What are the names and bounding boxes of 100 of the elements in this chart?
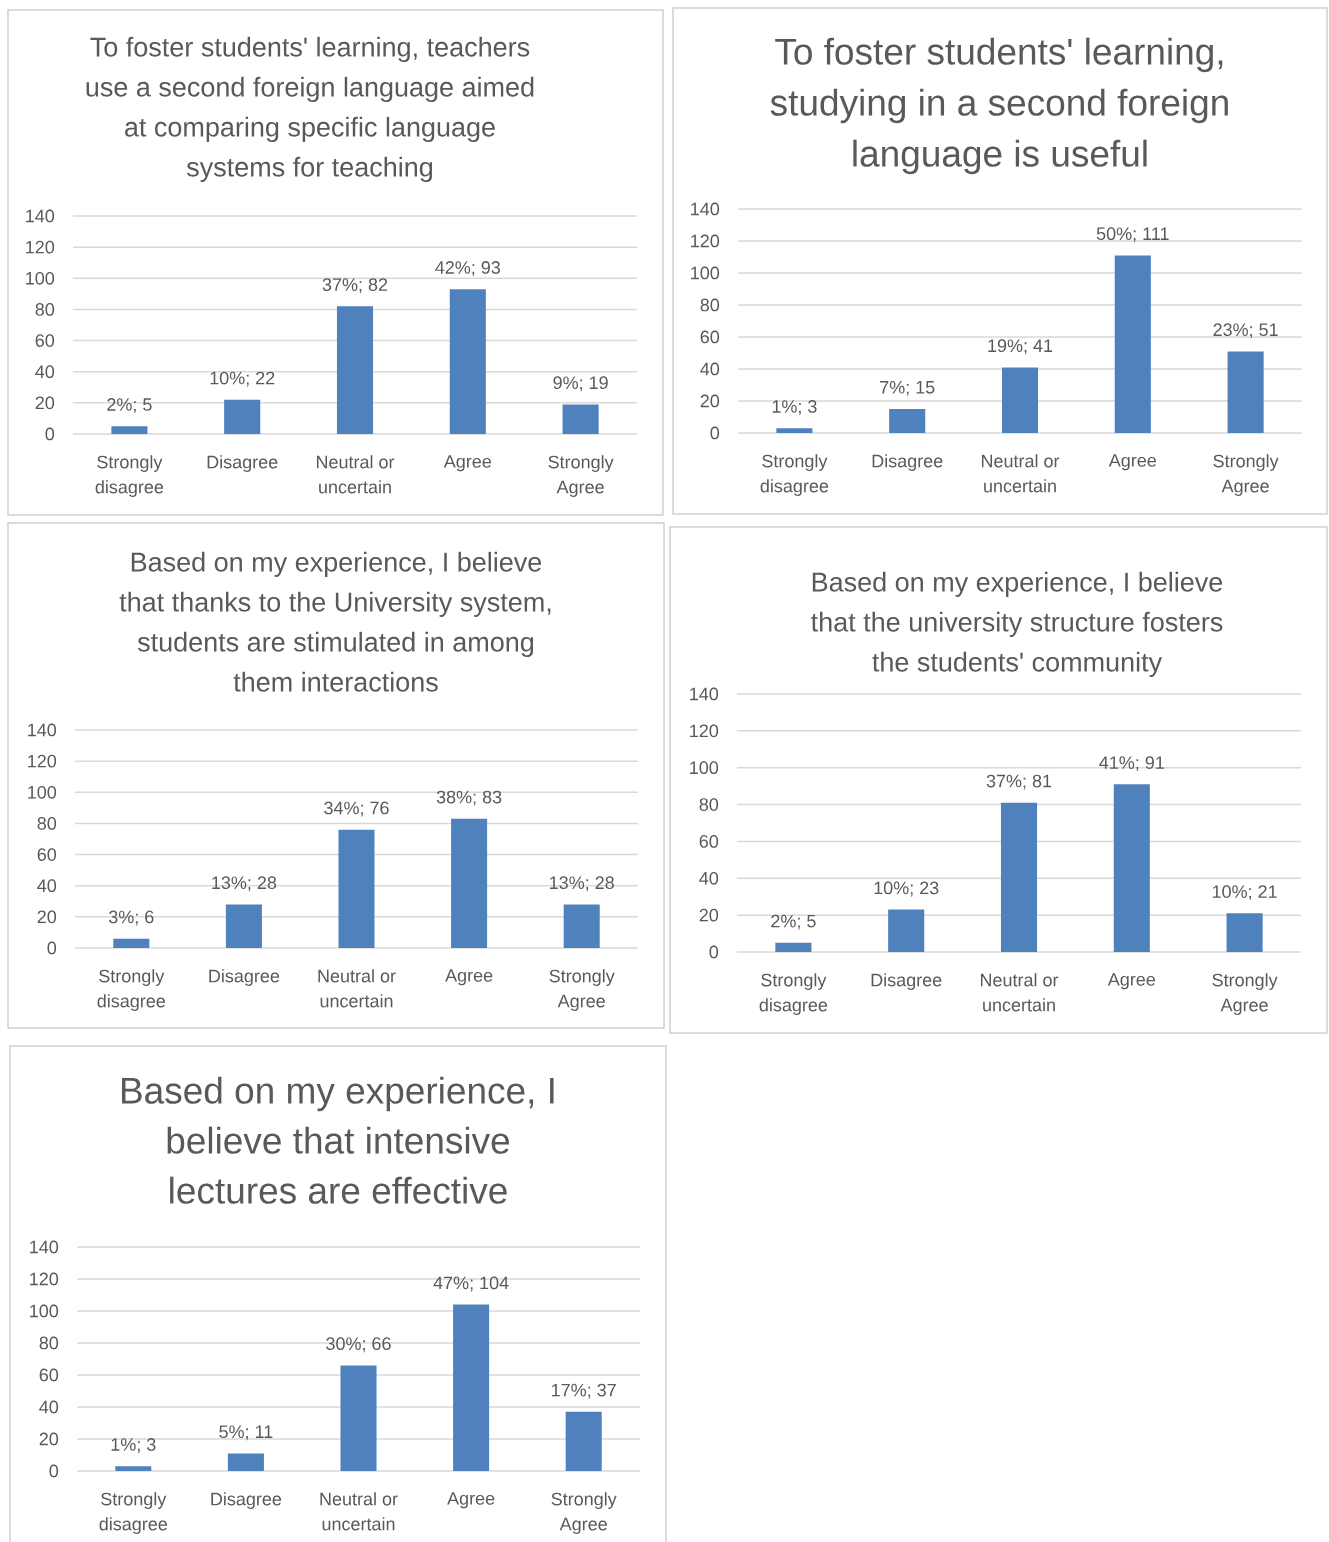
data-label: 2%; 5 [771,914,816,930]
y-tick-label: 60 [699,835,719,848]
y-tick-label: 20 [699,908,719,922]
y-tick-label: 120 [30,1272,59,1286]
x-tick-label: Strongly Agree [548,455,614,497]
data-label: 37%; 82 [322,278,388,294]
bar [338,829,375,948]
data-label: 13%; 28 [550,876,614,892]
data-label: 3%; 6 [108,910,154,926]
bar [1113,784,1150,952]
data-label: 2%; 5 [107,398,152,414]
y-tick-label: 120 [26,240,55,254]
bar [888,909,925,952]
bar [1114,255,1151,433]
bar [340,1365,377,1471]
data-label: 1%; 3 [772,400,817,415]
x-tick-label: Neutral or uncertain [318,969,396,1008]
y-tick-label: 40 [699,871,719,885]
data-label: 13%; 28 [212,876,277,892]
y-tick-label: 140 [26,209,55,223]
y-tick-label: 0 [49,1464,59,1478]
y-tick-label: 20 [700,394,720,408]
bar [451,818,488,948]
bar [453,1304,490,1471]
data-label: 1%; 3 [111,1438,156,1453]
chart-title: To foster students' learning, teachers use a second foreign language aimed at comparing specific language systems for teaching [86,36,534,183]
x-tick-label: Strongly disagree [95,455,164,497]
data-label: 30%; 66 [326,1337,391,1353]
data-label: 17%; 37 [552,1383,616,1399]
y-tick-label: 140 [691,202,720,216]
y-tick-label: 40 [35,365,55,379]
y-tick-label: 100 [28,785,57,799]
bar [776,428,813,433]
y-tick-label: 80 [39,1336,59,1350]
data-label: 10%; 23 [874,881,939,897]
x-tick-label: Strongly Agree [551,1492,617,1534]
x-tick-label: Neutral or uncertain [320,1492,398,1531]
y-tick-label: 80 [700,298,720,312]
x-tick-label: Strongly disagree [760,454,829,496]
bar [336,306,374,434]
y-tick-label: 140 [28,723,57,737]
chart-title: Based on my experience, I believe that the university structure fosters the students' community [811,571,1223,678]
y-tick-label: 60 [37,848,57,861]
data-label: 23%; 51 [1213,323,1278,339]
x-tick-label: Agree [445,969,493,986]
bar [1000,802,1038,952]
y-tick-label: 100 [26,271,55,285]
data-label: 10%; 21 [1212,885,1277,901]
x-tick-label: Agree [443,455,491,472]
x-tick-label: Strongly disagree [97,969,165,1011]
chart-title: Based on my experience, I believe that thanks to the University system, students are stimulated in among them interactions [119,551,551,692]
data-label: 10%; 22 [210,371,275,387]
data-label: 5%; 11 [219,1425,273,1441]
x-tick-label: Neutral or uncertain [981,454,1060,493]
y-tick-label: 140 [30,1240,59,1254]
data-label: 42%; 93 [435,261,501,276]
y-tick-label: 0 [45,427,55,441]
x-tick-label: Agree [1107,973,1156,990]
y-tick-label: 120 [690,724,719,738]
y-tick-label: 140 [690,687,719,701]
x-tick-label: Strongly disagree [759,973,828,1015]
y-tick-label: 120 [691,234,720,248]
bar [1226,913,1263,952]
bar [449,289,486,434]
data-label: 19%; 41 [988,339,1053,355]
bar [224,399,261,434]
y-tick-label: 80 [37,817,57,830]
data-label: 37%; 81 [986,774,1052,790]
bar [1001,367,1039,433]
bar [115,1466,152,1471]
x-tick-label: Disagree [209,969,280,986]
chart-title: Based on my experience, I believe that intensive lectures are effective [122,1076,554,1204]
x-tick-label: Strongly Agree [1213,454,1279,496]
data-label: 38%; 83 [436,790,502,806]
bar [563,904,600,948]
x-tick-label: Strongly Agree [549,969,615,1011]
bar [775,942,812,952]
x-tick-label: Agree [1108,454,1157,471]
y-tick-label: 80 [35,303,55,316]
y-tick-label: 60 [35,334,55,347]
x-tick-label: Disagree [211,1492,282,1509]
bar [565,1411,602,1471]
bar [1227,351,1264,433]
y-tick-label: 0 [47,941,57,955]
bar [225,904,262,948]
data-label: 41%; 91 [1099,756,1164,772]
data-label: 50%; 111 [1096,227,1169,243]
y-tick-label: 0 [710,426,720,440]
y-tick-label: 20 [35,396,55,410]
bar [113,938,150,948]
x-tick-label: Strongly disagree [99,1492,167,1534]
x-tick-label: Disagree [207,455,278,472]
y-tick-label: 40 [700,362,720,376]
data-label: 47%; 104 [433,1276,509,1292]
y-tick-label: 80 [699,798,719,811]
chart-title: To foster students' learning, studying in a second foreign language is useful [770,37,1228,175]
data-label: 7%; 15 [880,380,935,396]
bar [562,404,599,434]
bar [111,426,148,434]
data-label: 9%; 19 [553,376,608,392]
